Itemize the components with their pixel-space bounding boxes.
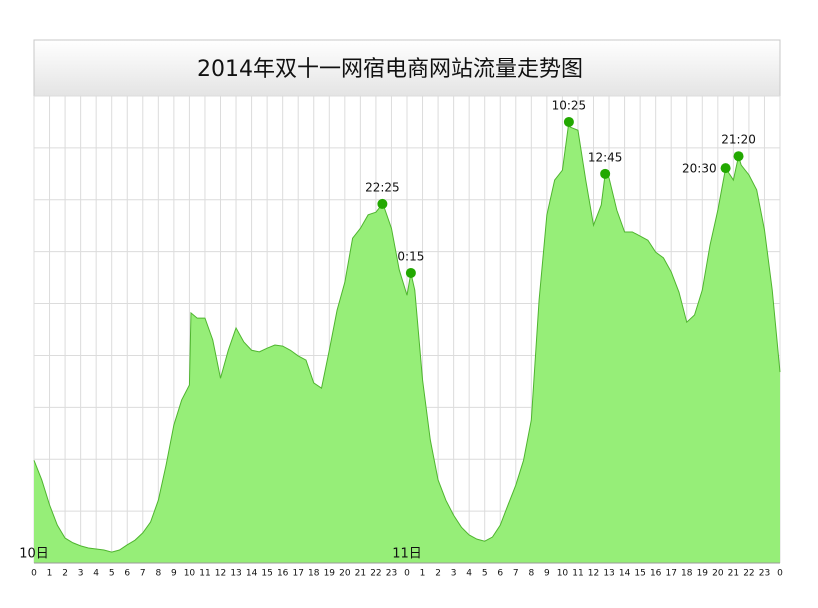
x-tick-label: 15 bbox=[261, 569, 272, 579]
x-tick-label: 3 bbox=[78, 569, 84, 579]
x-tick-label: 1 bbox=[420, 569, 426, 579]
x-tick-label: 0 bbox=[404, 569, 410, 579]
x-tick-label: 2 bbox=[62, 569, 68, 579]
x-tick-label: 5 bbox=[482, 569, 488, 579]
x-tick-label: 6 bbox=[124, 569, 130, 579]
x-tick-label: 20 bbox=[339, 569, 351, 579]
x-tick-label: 8 bbox=[155, 569, 161, 579]
x-tick-label: 12 bbox=[588, 569, 599, 579]
day-label: 10日 bbox=[19, 547, 49, 562]
x-tick-label: 15 bbox=[634, 569, 645, 579]
x-tick-label: 18 bbox=[681, 569, 693, 579]
peak-point bbox=[563, 116, 574, 127]
x-tick-label: 21 bbox=[728, 569, 739, 579]
x-tick-label: 19 bbox=[697, 569, 709, 579]
peak-label: 10:25 bbox=[552, 98, 587, 112]
chart-title: 2014年双十一网宿电商网站流量走势图 bbox=[197, 57, 583, 82]
x-tick-label: 2 bbox=[435, 569, 441, 579]
peak-point bbox=[405, 267, 416, 278]
x-tick-label: 11 bbox=[572, 569, 583, 579]
x-tick-label: 22 bbox=[743, 569, 754, 579]
x-tick-label: 22 bbox=[370, 569, 381, 579]
x-tick-label: 5 bbox=[109, 569, 115, 579]
x-tick-label: 13 bbox=[603, 569, 614, 579]
area bbox=[34, 121, 780, 563]
x-tick-label: 10 bbox=[557, 569, 569, 579]
peak-label: 21:20 bbox=[721, 133, 756, 147]
x-tick-label: 23 bbox=[386, 569, 397, 579]
x-tick-label: 17 bbox=[665, 569, 676, 579]
peak-label: 22:25 bbox=[365, 180, 400, 194]
x-tick-label: 23 bbox=[759, 569, 770, 579]
x-tick-label: 0 bbox=[31, 569, 37, 579]
day-label: 11日 bbox=[392, 547, 422, 562]
x-tick-label: 1 bbox=[47, 569, 53, 579]
x-tick-label: 14 bbox=[619, 569, 631, 579]
x-tick-label: 7 bbox=[140, 569, 146, 579]
peak-label: 12:45 bbox=[588, 150, 623, 164]
x-tick-label: 7 bbox=[513, 569, 519, 579]
x-tick-label: 0 bbox=[777, 569, 783, 579]
x-tick-label: 20 bbox=[712, 569, 724, 579]
peak-label: 0:15 bbox=[397, 249, 424, 263]
x-tick-label: 16 bbox=[650, 569, 662, 579]
x-tick-label: 6 bbox=[497, 569, 503, 579]
x-tick-label: 16 bbox=[277, 569, 289, 579]
peak-point bbox=[377, 198, 388, 209]
title-box bbox=[33, 39, 781, 97]
peak-label: 20:30 bbox=[682, 162, 717, 176]
x-tick-label: 19 bbox=[324, 569, 336, 579]
x-tick-label: 17 bbox=[292, 569, 303, 579]
x-tick-label: 9 bbox=[171, 569, 177, 579]
x-tick-label: 11 bbox=[199, 569, 210, 579]
x-tick-label: 13 bbox=[230, 569, 241, 579]
peak-point bbox=[720, 163, 731, 174]
peak-point bbox=[733, 151, 744, 162]
x-tick-label: 8 bbox=[528, 569, 534, 579]
x-tick-label: 9 bbox=[544, 569, 550, 579]
x-tick-label: 4 bbox=[466, 569, 472, 579]
x-tick-label: 12 bbox=[215, 569, 226, 579]
x-tick-label: 21 bbox=[355, 569, 366, 579]
x-tick-label: 10 bbox=[184, 569, 196, 579]
x-tick-label: 14 bbox=[246, 569, 258, 579]
peak-point bbox=[600, 168, 611, 179]
x-tick-label: 3 bbox=[451, 569, 457, 579]
x-tick-label: 4 bbox=[93, 569, 99, 579]
x-tick-label: 18 bbox=[308, 569, 320, 579]
